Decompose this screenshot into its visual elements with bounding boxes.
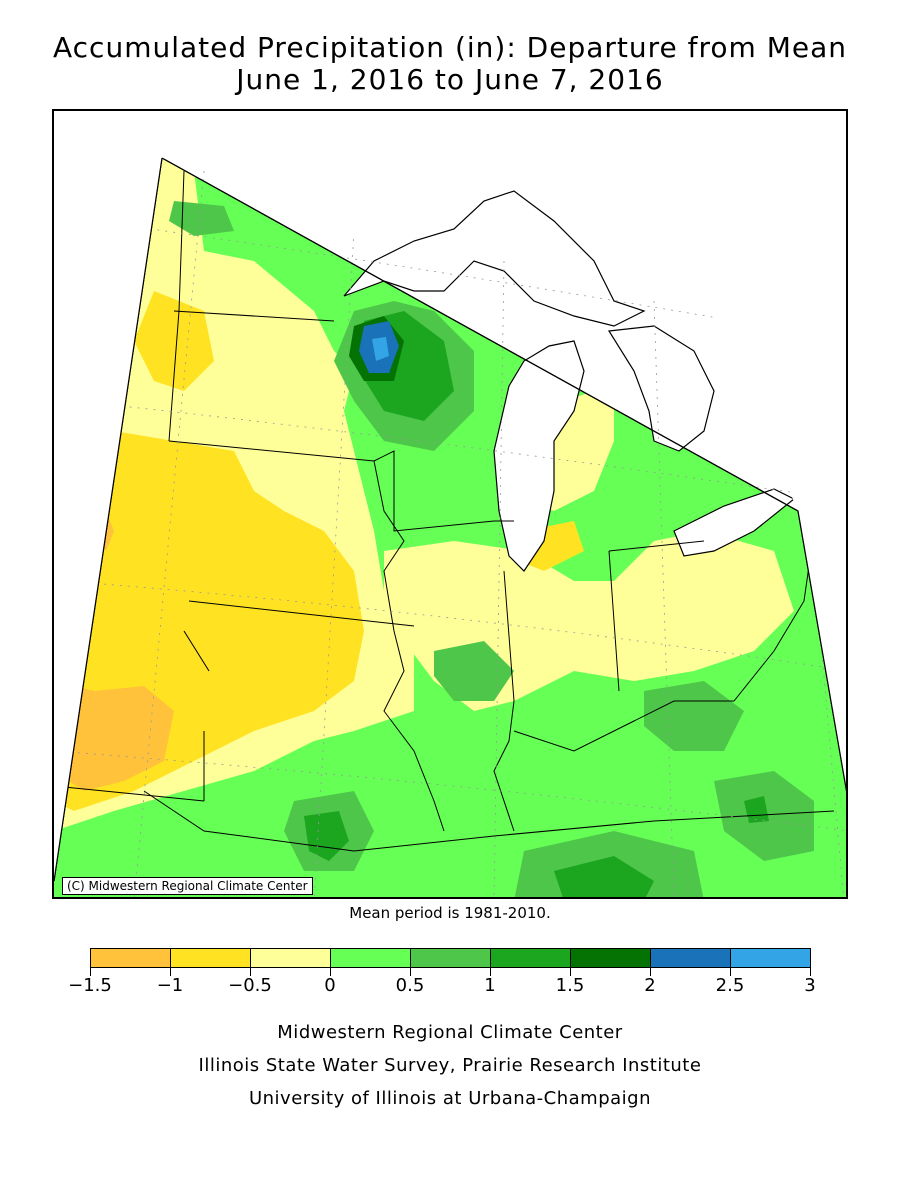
great-lakes	[343, 190, 796, 572]
lake-superior	[343, 190, 646, 327]
credit-isws: Illinois State Water Survey, Prairie Res…	[198, 1055, 702, 1076]
legend-swatch	[730, 948, 811, 968]
lake-michigan	[493, 340, 585, 572]
mean-period-note: Mean period is 1981-2010.	[349, 904, 551, 922]
legend-swatch	[170, 948, 251, 968]
legend-swatch	[90, 948, 171, 968]
legend-swatch	[650, 948, 731, 968]
legend-tick	[170, 968, 171, 976]
legend-tick-label: 2.5	[715, 975, 745, 996]
legend-swatch	[410, 948, 491, 968]
legend-tick	[570, 968, 571, 976]
legend-tick	[810, 968, 811, 976]
map-date-range: June 1, 2016 to June 7, 2016	[236, 63, 664, 96]
credit-mrcc: Midwestern Regional Climate Center	[277, 1022, 623, 1043]
legend-swatch	[490, 948, 571, 968]
legend-swatch	[250, 948, 331, 968]
lake-erie	[673, 488, 796, 557]
precipitation-map: (C) Midwestern Regional Climate Center	[52, 109, 848, 899]
legend-tick-label: −0.5	[228, 975, 272, 996]
color-legend	[90, 948, 811, 976]
copyright-label: (C) Midwestern Regional Climate Center	[62, 877, 313, 895]
legend-tick-label: 0.5	[395, 975, 425, 996]
legend-tick	[730, 968, 731, 976]
legend-tick	[650, 968, 651, 976]
legend-swatch	[330, 948, 411, 968]
legend-tick	[410, 968, 411, 976]
legend-tick	[250, 968, 251, 976]
legend-tick-label: 3	[804, 975, 816, 996]
legend-tick	[490, 968, 491, 976]
legend-tick	[90, 968, 91, 976]
legend-tick-label: 0	[324, 975, 336, 996]
credit-uiuc: University of Illinois at Urbana-Champai…	[248, 1088, 652, 1109]
map-canvas	[54, 111, 846, 897]
legend-tick-label: −1.5	[68, 975, 112, 996]
legend-tick-label: 1.5	[555, 975, 585, 996]
map-title: Accumulated Precipitation (in): Departur…	[53, 31, 847, 64]
legend-tick-label: 1	[484, 975, 496, 996]
state-borders	[54, 170, 835, 852]
legend-swatch	[570, 948, 651, 968]
legend-tick	[330, 968, 331, 976]
legend-tick-label: 2	[644, 975, 656, 996]
legend-tick-label: −1	[156, 975, 184, 996]
lake-huron	[607, 325, 715, 452]
outside-domain	[54, 111, 846, 881]
